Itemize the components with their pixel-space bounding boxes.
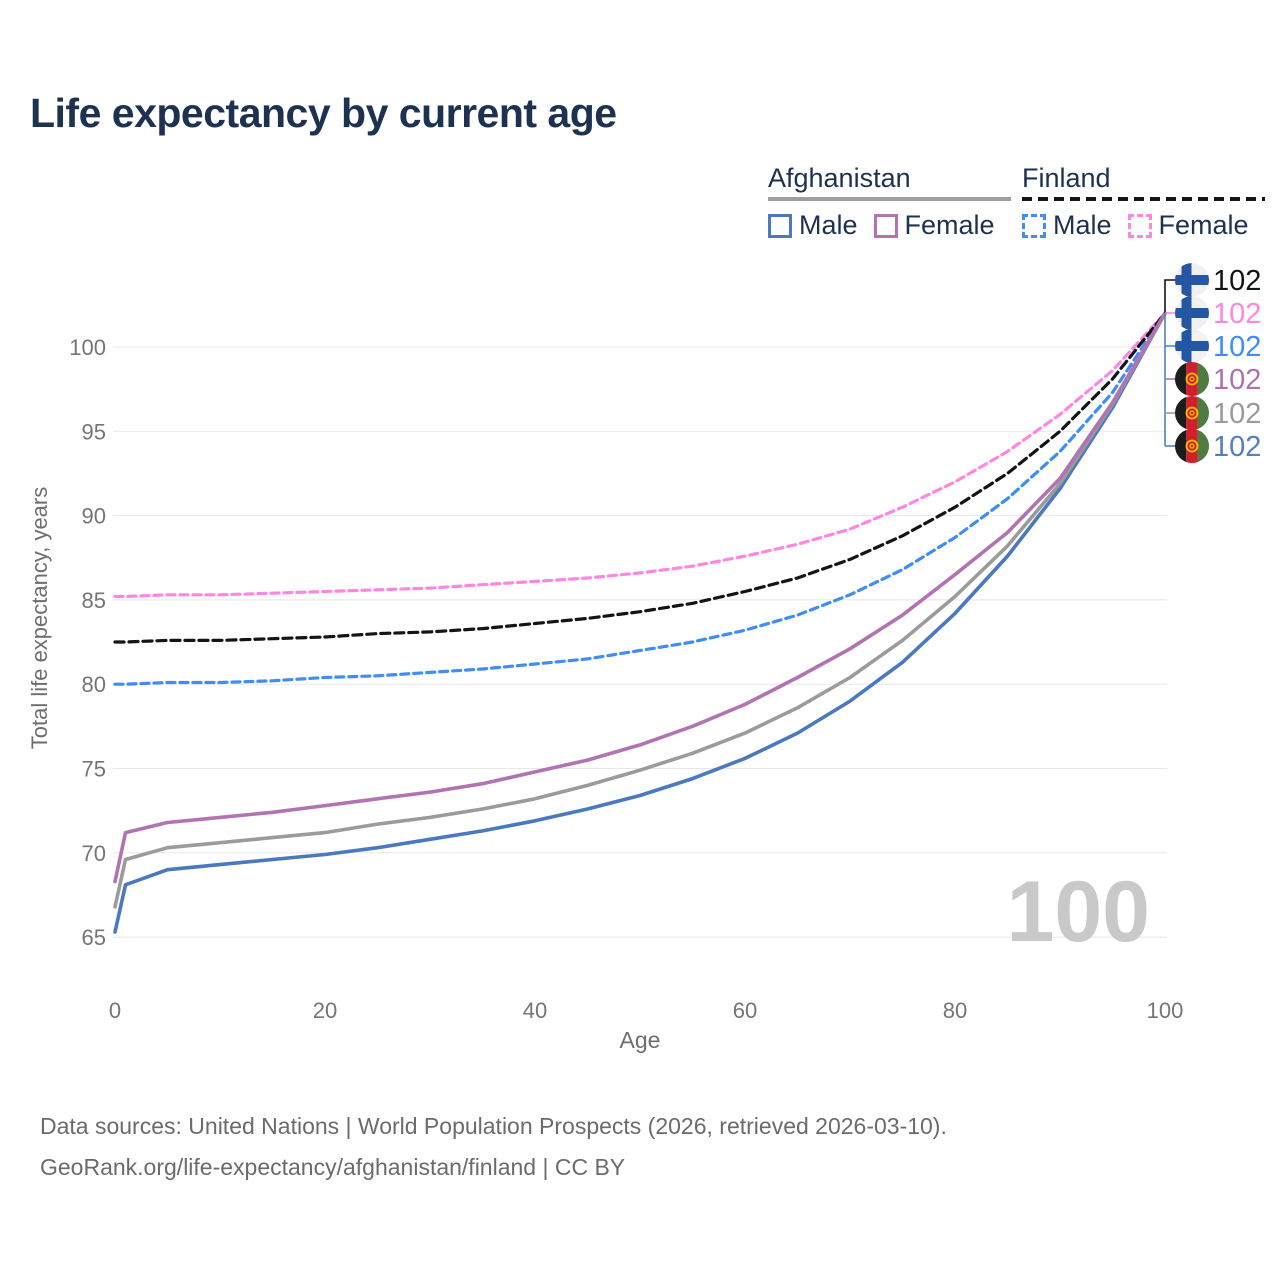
end-label-value: 102: [1213, 364, 1261, 396]
finland-flag-icon: [1174, 328, 1210, 364]
legend-label-male: Male: [799, 210, 858, 240]
x-tick-label: 0: [109, 998, 121, 1023]
legend-toggle-finland-female[interactable]: Female: [1127, 210, 1249, 241]
series-line-afghanistan-both-sexes: [113, 311, 1167, 909]
page-title: Life expectancy by current age: [30, 90, 617, 136]
legend-underline-afghanistan: [768, 197, 1011, 201]
end-label-value: 102: [1213, 265, 1261, 297]
afghanistan-flag-icon: [1175, 429, 1210, 463]
afghanistan-flag-icon: [1175, 396, 1210, 430]
legend-group-finland: Finland Male Female: [1022, 163, 1265, 241]
x-axis-title: Age: [620, 1027, 661, 1053]
finland-flag-icon: [1174, 295, 1210, 331]
legend-toggle-finland-male[interactable]: Male: [1022, 210, 1112, 241]
end-label-leader-lines: [1164, 279, 1176, 447]
legend-label-female: Female: [1158, 210, 1249, 240]
y-tick-label: 80: [82, 672, 106, 697]
series-line-afghanistan-female: [113, 311, 1167, 884]
legend-country-finland: Finland: [1022, 163, 1111, 193]
chart-legend: Afghanistan Male Female Finland Male Fem…: [0, 163, 1280, 243]
gridlines: [113, 346, 1167, 938]
axis-tick-labels: 65 70 75 80 85 90 95 100 0 20 40 60 80 100: [69, 335, 1183, 1023]
y-axis-title: Total life expectancy, years: [27, 487, 52, 750]
finland-female-swatch-icon: [1127, 213, 1152, 238]
afghanistan-female-swatch-icon: [873, 213, 898, 238]
footer: Data sources: United Nations | World Pop…: [40, 1106, 947, 1188]
legend-toggle-afghanistan-female[interactable]: Female: [873, 210, 995, 241]
legend-country-afghanistan: Afghanistan: [768, 163, 911, 193]
y-tick-label: 100: [69, 335, 106, 360]
leader-line: [1164, 279, 1176, 313]
end-label-value: 102: [1213, 298, 1261, 330]
legend-label-male: Male: [1053, 210, 1112, 240]
x-tick-label: 60: [733, 998, 757, 1023]
end-label-value: 102: [1213, 331, 1261, 363]
finland-flag-icon: [1174, 262, 1210, 298]
legend-underline-finland: [1022, 197, 1265, 201]
afghanistan-male-swatch-icon: [768, 213, 792, 238]
y-tick-label: 75: [82, 757, 106, 782]
series-line-finland-both-sexes: [113, 311, 1167, 644]
y-tick-label: 70: [82, 841, 106, 866]
x-tick-label: 80: [943, 998, 967, 1023]
afghanistan-flag-icon: [1175, 362, 1210, 396]
finland-male-swatch-icon: [1022, 213, 1046, 238]
legend-label-female: Female: [904, 210, 995, 240]
end-label-value: 102: [1213, 398, 1261, 430]
series-line-finland-female: [113, 311, 1167, 599]
x-tick-label: 40: [523, 998, 547, 1023]
footer-attribution: GeoRank.org/life-expectancy/afghanistan/…: [40, 1154, 626, 1180]
footer-data-sources: Data sources: United Nations | World Pop…: [40, 1113, 947, 1139]
y-tick-label: 90: [82, 504, 106, 529]
series-lines: [113, 311, 1167, 934]
x-tick-label: 20: [313, 998, 337, 1023]
legend-toggle-afghanistan-male[interactable]: Male: [768, 210, 858, 241]
x-tick-label: 100: [1147, 998, 1184, 1023]
age-counter-watermark: 100: [1007, 864, 1151, 960]
y-tick-label: 65: [82, 925, 106, 950]
y-tick-label: 85: [82, 588, 106, 613]
end-label-value: 102: [1213, 431, 1261, 463]
series-line-afghanistan-male: [113, 311, 1167, 934]
legend-group-afghanistan: Afghanistan Male Female: [768, 163, 1011, 241]
y-tick-label: 95: [82, 419, 106, 444]
series-line-finland-male: [113, 311, 1167, 686]
